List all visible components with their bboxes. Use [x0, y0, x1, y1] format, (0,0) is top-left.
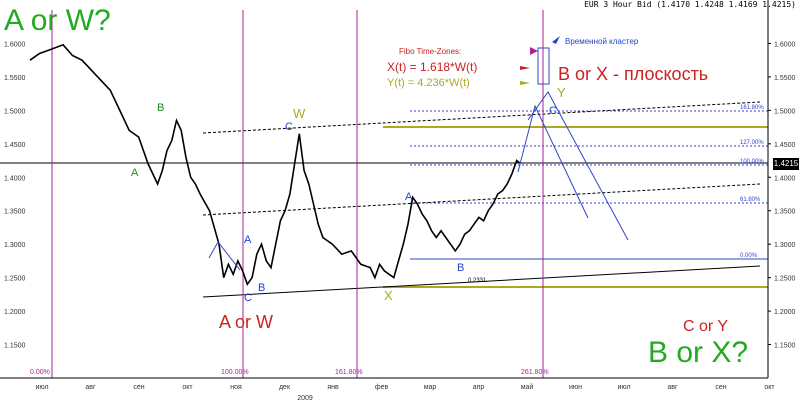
y-tick-label: 1.2000 — [774, 309, 796, 316]
x-tick-label: янв — [327, 384, 339, 391]
x-tick-label: авг — [85, 384, 96, 391]
time-zone-label: 100.00% — [221, 369, 249, 376]
wave-label: C — [549, 105, 557, 117]
y-tick-label: 1.4500 — [774, 142, 796, 149]
wave-label: W — [293, 106, 306, 121]
x-tick-label: мар — [424, 384, 437, 391]
y-tick-label: 1.6000 — [774, 41, 796, 48]
y-tick-label-left: 1.4000 — [4, 175, 26, 182]
y-tick-label: 1.4000 — [774, 175, 796, 182]
time-zone-label: 0.00% — [30, 369, 50, 376]
y-tick-label-left: 1.4500 — [4, 142, 26, 149]
label-x-formula: X(t) = 1.618*W(t) — [387, 60, 478, 74]
price-series — [29, 43, 521, 287]
x-tick-label: ноя — [230, 384, 242, 391]
fibo-time-zones: 0.00% 100.00% 161.80% 261.80% — [30, 10, 549, 378]
trend-channels — [202, 101, 761, 298]
label-fibo-tz: Fibo Time-Zones: — [399, 47, 462, 56]
wave-label: C — [285, 121, 293, 133]
channel-mid — [202, 183, 761, 216]
abc-triangle — [208, 241, 241, 271]
x-tick-label: июл — [35, 384, 48, 391]
wave-label: B — [457, 262, 464, 274]
wave-label: X — [384, 288, 393, 303]
label-b-or-x-bottom: B or X? — [648, 336, 749, 369]
price-line — [29, 43, 521, 287]
y-tick-label-left: 1.5000 — [4, 108, 26, 115]
arrow-y-formula — [520, 81, 530, 85]
y-tick-label-left: 1.2000 — [4, 309, 26, 316]
y-tick-label: 1.1500 — [774, 343, 796, 350]
y-tick-label: 1.5500 — [774, 75, 796, 82]
x-tick-label: сен — [715, 384, 726, 391]
wave-label: B — [258, 282, 265, 294]
label-a-or-w-mid: A or W — [219, 312, 274, 332]
x-tick-label: апр — [473, 384, 485, 391]
y-tick-label-left: 1.3000 — [4, 242, 26, 249]
y-tick-label-left: 1.5500 — [4, 75, 26, 82]
x-axis-ticks: июл авг сен окт ноя дек янв фев мар апр май июн июл а… — [35, 383, 775, 402]
year-label: 2009 — [297, 395, 313, 402]
fib-level-label: 0.00% — [740, 253, 758, 259]
y-axis-ticks: 1.6000 1.6000 1.5500 1.5500 1.5000 1.5000 1.45… — [0, 0, 796, 379]
time-zone-label: 161.80% — [335, 369, 363, 376]
fib-level-label: 61.80% — [740, 197, 761, 203]
time-cluster-box — [537, 47, 550, 85]
label-b-or-x-flat: B or X - плоскость — [558, 64, 709, 84]
y-tick-label-left: 1.6000 — [4, 41, 26, 48]
wave-label: C — [244, 292, 252, 304]
last-price-badge: 1.4215 — [773, 158, 799, 170]
x-tick-label: сен — [133, 384, 144, 391]
y-tick-label-left: 1.2500 — [4, 276, 26, 283]
x-tick-label: май — [521, 383, 534, 391]
x-tick-label: фев — [375, 384, 389, 391]
x-tick-label: дек — [279, 384, 291, 391]
fib-level-label: 127.00% — [740, 140, 764, 146]
channel-top — [202, 101, 761, 134]
fibonacci-levels: 161.80% 127.00% 100.00% 61.80% 0.00% 0.2331 — [0, 105, 768, 288]
y-tick-label-left: 1.1500 — [4, 343, 26, 350]
time-zone-label: 261.80% — [521, 369, 549, 376]
forecast-path-1 — [517, 104, 589, 219]
label-c-or-y: C or Y — [683, 318, 729, 335]
arrow-x-formula — [520, 66, 530, 70]
y-tick-label: 1.3500 — [774, 209, 796, 216]
arrow-time-cluster — [552, 36, 560, 44]
wave-label: B — [157, 102, 164, 114]
x-tick-label: июл — [617, 384, 630, 391]
y-tick-label: 1.3000 — [774, 242, 796, 249]
y-tick-label: 1.2500 — [774, 276, 796, 283]
fib-level-label: 161.80% — [740, 105, 764, 111]
y-tick-label: 1.5000 — [774, 108, 796, 115]
channel-bottom — [202, 265, 761, 298]
chart-header: EUR 3 Hour Bid (1.4170 1.4248 1.4169 1.4… — [584, 0, 796, 9]
fib-level-label: 100.00% — [740, 159, 764, 165]
forecast-path-2 — [527, 91, 629, 241]
x-tick-label: июн — [569, 384, 582, 391]
wave-lines — [208, 36, 629, 271]
small-label: 0.2331 — [468, 278, 487, 284]
wave-label: A — [405, 191, 413, 203]
label-y-formula: Y(t) = 4.236*W(t) — [387, 77, 470, 89]
x-tick-label: окт — [182, 384, 193, 391]
label-time-cluster: Временной кластер — [565, 37, 639, 46]
wave-label: A — [131, 167, 139, 179]
label-a-or-w-top: A or W? — [4, 4, 111, 37]
y-tick-label-left: 1.3500 — [4, 209, 26, 216]
x-tick-label: авг — [667, 384, 678, 391]
arrow-fib-tz — [530, 47, 538, 55]
wave-label: A — [244, 234, 252, 246]
wave-label: Y — [557, 85, 566, 100]
x-tick-label: окт — [764, 384, 775, 391]
